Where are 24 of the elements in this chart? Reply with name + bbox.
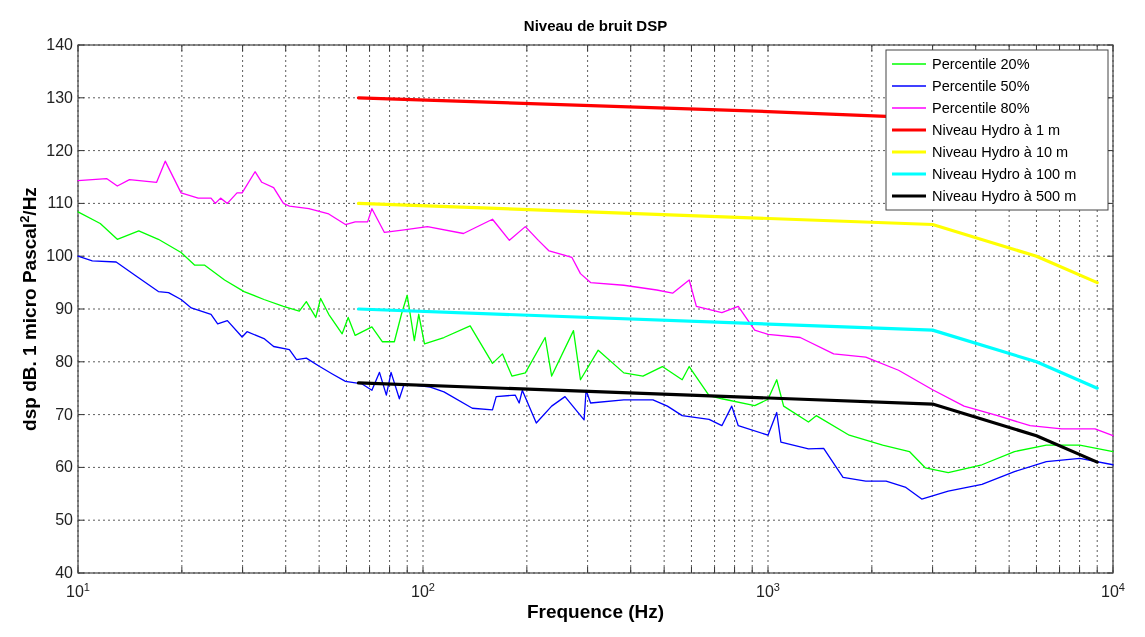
y-tick-label: 80 bbox=[55, 352, 74, 370]
y-tick-label: 50 bbox=[55, 511, 74, 529]
y-tick-label: 120 bbox=[46, 141, 74, 159]
chart-title: Niveau de bruit DSP bbox=[523, 17, 668, 34]
y-tick-label: 140 bbox=[46, 36, 74, 53]
x-tick-label: 10$^{4}$ bbox=[1101, 581, 1125, 600]
x-tick-label: 10$^{3}$ bbox=[756, 581, 780, 600]
y-tick-label: 40 bbox=[55, 564, 74, 581]
x-axis-title: Frequence (Hz) bbox=[526, 601, 665, 622]
y-tick-label: 60 bbox=[55, 458, 74, 476]
y-tick-label: 90 bbox=[55, 300, 74, 317]
y-tick-label: 100 bbox=[46, 247, 74, 265]
legend-label: Niveau Hydro à 1 m bbox=[932, 122, 1061, 138]
legend-label: Percentile 20% bbox=[932, 56, 1030, 72]
y-tick-label: 70 bbox=[55, 405, 74, 423]
legend-label: Niveau Hydro à 10 m bbox=[932, 144, 1069, 160]
legend-label: Percentile 50% bbox=[932, 78, 1030, 94]
x-tick-label: 10$^{1}$ bbox=[66, 581, 90, 600]
legend-label: Niveau Hydro à 500 m bbox=[932, 188, 1077, 204]
legend-label: Percentile 80% bbox=[932, 100, 1030, 116]
x-tick-label: 10$^{2}$ bbox=[411, 581, 435, 600]
legend-label: Niveau Hydro à 100 m bbox=[932, 166, 1077, 182]
y-tick-label: 110 bbox=[47, 194, 74, 212]
y-tick-label: 130 bbox=[46, 88, 74, 106]
